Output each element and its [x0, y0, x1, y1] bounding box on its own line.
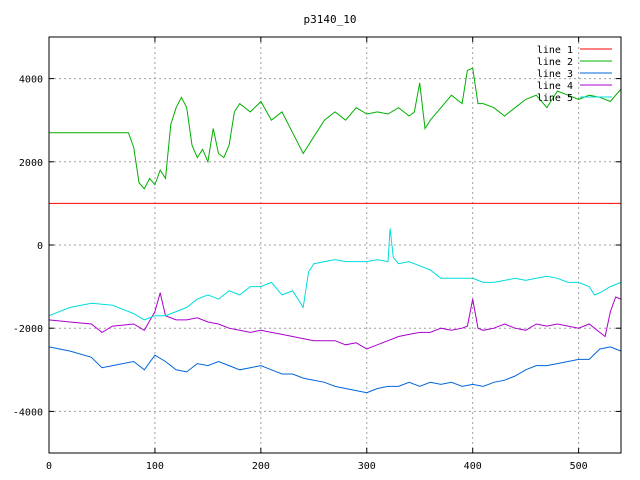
legend-label: line 5 — [537, 93, 573, 104]
legend-label: line 1 — [537, 45, 573, 56]
axis-ticks: 0 100 200 300 400 500 -4000 -2000 0 2000 4000 — [13, 37, 621, 472]
x-tick-label: 500 — [570, 461, 588, 472]
x-tick-label: 100 — [146, 461, 164, 472]
y-tick-label: -2000 — [13, 324, 43, 335]
legend-label: line 3 — [537, 69, 573, 80]
series-3-line — [48, 346, 622, 394]
legend-label: line 2 — [537, 57, 573, 68]
grid — [49, 37, 621, 453]
series-5-line — [48, 228, 622, 321]
x-tick-label: 400 — [464, 461, 482, 472]
y-tick-label: 4000 — [19, 75, 43, 86]
chart-title: p3140_10 — [304, 13, 357, 26]
series-2-line — [49, 67, 622, 190]
x-tick-label: 200 — [252, 461, 270, 472]
y-tick-label: -4000 — [13, 407, 43, 418]
x-tick-label: 300 — [358, 461, 376, 472]
y-tick-label: 0 — [37, 241, 43, 252]
y-tick-label: 2000 — [19, 158, 43, 169]
series-group — [48, 67, 622, 394]
legend-label: line 4 — [537, 81, 573, 92]
x-tick-label: 0 — [46, 461, 52, 472]
series-4-line — [48, 292, 622, 350]
